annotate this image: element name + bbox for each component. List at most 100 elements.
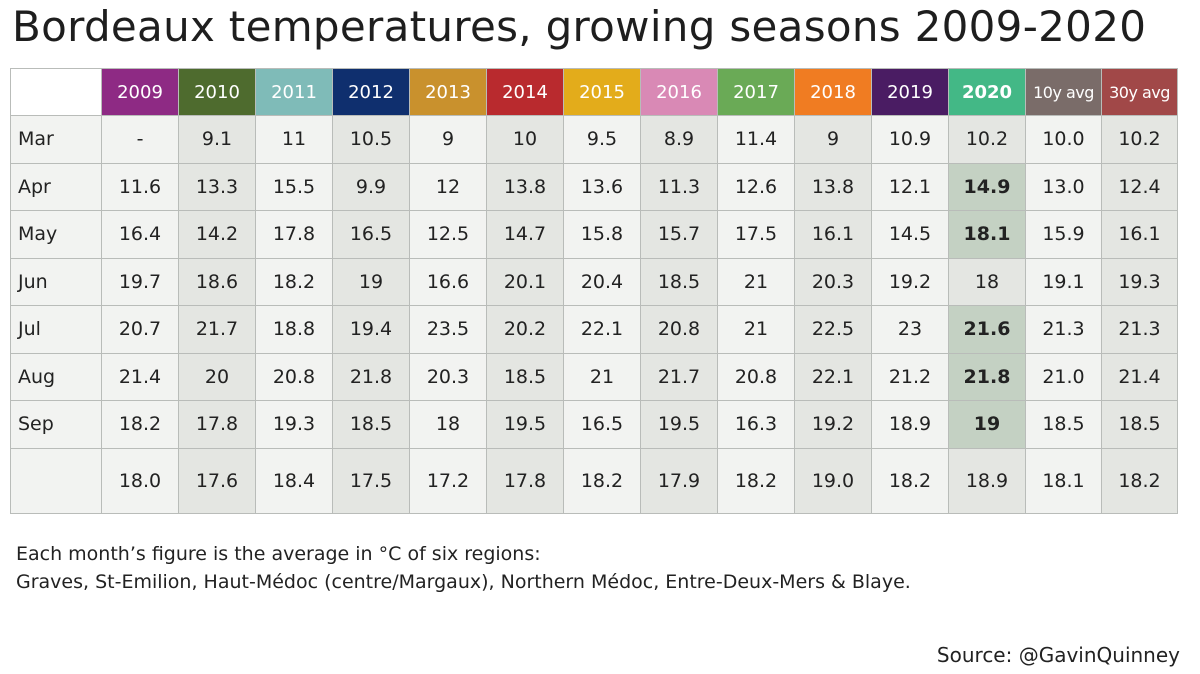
table-cell: 21 (717, 257, 795, 306)
table-cell: 18.2 (563, 447, 641, 514)
table-cell: 8.9 (640, 115, 718, 164)
table-cell: 18.9 (948, 447, 1026, 514)
table-cell: 16.3 (717, 400, 795, 449)
table-cell: 10.0 (1025, 115, 1102, 164)
row-label: Jul (10, 305, 102, 354)
table-cell: 19.5 (640, 400, 718, 449)
row-label: May (10, 210, 102, 259)
footnote-line-1: Each month’s figure is the average in °C… (16, 543, 541, 565)
table-cell: 17.8 (255, 210, 333, 259)
table-cell: 22.1 (563, 305, 641, 354)
footnote: Each month’s figure is the average in °C… (16, 540, 911, 596)
table-cell: 9 (794, 115, 872, 164)
row-label: Aug (10, 352, 102, 401)
table-cell: 21.3 (1025, 305, 1102, 354)
table-cell: 22.5 (794, 305, 872, 354)
table-cell: 10.2 (948, 115, 1026, 164)
table-cell: 21.7 (640, 352, 718, 401)
table-cell: 12.4 (1101, 162, 1178, 211)
season-average-row: 18.0 17.6 18.4 17.5 17.2 17.8 18.2 17.9 18.2 19.0… (10, 447, 1178, 514)
table-cell: 21.6 (948, 305, 1026, 354)
table-cell: 9 (409, 115, 487, 164)
table-cell: 9.9 (332, 162, 410, 211)
table-cell: 18.5 (332, 400, 410, 449)
table-cell: 14.7 (486, 210, 564, 259)
table-cell: 13.6 (563, 162, 641, 211)
table-cell: 21.0 (1025, 352, 1102, 401)
source-credit: Source: @GavinQuinney (936, 643, 1180, 667)
table-cell: 12 (409, 162, 487, 211)
table-cell: 19 (332, 257, 410, 306)
table-cell: 11.6 (101, 162, 179, 211)
table-cell: 20.1 (486, 257, 564, 306)
table-cell: 22.1 (794, 352, 872, 401)
table-cell: 17.2 (409, 447, 487, 514)
row-label: Sep (10, 400, 102, 449)
table-cell: 18 (409, 400, 487, 449)
table-cell: 20.8 (717, 352, 795, 401)
table-cell: 11.3 (640, 162, 718, 211)
column-header: 2018 (794, 68, 872, 116)
column-header: 10y avg (1025, 68, 1102, 116)
table-cell: 19.0 (794, 447, 872, 514)
table-cell: 16.6 (409, 257, 487, 306)
table-cell: 21 (563, 352, 641, 401)
column-header: 30y avg (1101, 68, 1178, 116)
table-cell: 10.5 (332, 115, 410, 164)
table-cell: 10.2 (1101, 115, 1178, 164)
row-label: Jun (10, 257, 102, 306)
row-label: Apr (10, 162, 102, 211)
table-cell: 16.5 (563, 400, 641, 449)
table-cell: 15.7 (640, 210, 718, 259)
table-cell: 18.2 (101, 400, 179, 449)
column-header: 2016 (640, 68, 718, 116)
table-cell: 21.2 (871, 352, 949, 401)
table-cell: 9.1 (178, 115, 256, 164)
table-cell: 20.7 (101, 305, 179, 354)
column-header: 2015 (563, 68, 641, 116)
table-cell: 12.6 (717, 162, 795, 211)
table-cell: 14.2 (178, 210, 256, 259)
table-cell: 18.6 (178, 257, 256, 306)
table-cell: 20.3 (409, 352, 487, 401)
table-cell: 18.4 (255, 447, 333, 514)
table-cell: 21.7 (178, 305, 256, 354)
table-cell: 16.1 (1101, 210, 1178, 259)
table-cell: 18.1 (1025, 447, 1102, 514)
table-cell: 18.5 (486, 352, 564, 401)
table-row: Mar -9.1 11 10.5 9 10 9.5 8.9 11.4 9 10.9 10.2 10.0 1… (10, 115, 1178, 164)
table-cell: 12.1 (871, 162, 949, 211)
table-cell: 19.3 (1101, 257, 1178, 306)
table-cell: 9.5 (563, 115, 641, 164)
table-cell: 21.4 (1101, 352, 1178, 401)
footnote-line-2: Graves, St-Emilion, Haut-Médoc (centre/M… (16, 571, 911, 593)
table-cell: 18.2 (871, 447, 949, 514)
table-cell: 17.8 (486, 447, 564, 514)
table-cell: 20.8 (255, 352, 333, 401)
table-cell: 19.2 (794, 400, 872, 449)
table-cell: 21.8 (332, 352, 410, 401)
table-cell: 18.5 (1101, 400, 1178, 449)
column-header: 2011 (255, 68, 333, 116)
table-cell: 20.4 (563, 257, 641, 306)
table-cell: 19.2 (871, 257, 949, 306)
column-header: 2017 (717, 68, 795, 116)
table-cell: 19.1 (1025, 257, 1102, 306)
table-cell: 13.8 (794, 162, 872, 211)
chart-title: Bordeaux temperatures, growing seasons 2… (12, 2, 1147, 51)
table-cell: 18.2 (255, 257, 333, 306)
table-cell: 16.1 (794, 210, 872, 259)
table-cell: 11.4 (717, 115, 795, 164)
table-cell: 13.3 (178, 162, 256, 211)
table-cell: 18.5 (1025, 400, 1102, 449)
table-cell: 19 (948, 400, 1026, 449)
table-cell: 21.3 (1101, 305, 1178, 354)
column-header: 2014 (486, 68, 564, 116)
table-cell: 12.5 (409, 210, 487, 259)
table-cell: 17.5 (332, 447, 410, 514)
column-header: 2012 (332, 68, 410, 116)
table-cell: 18.8 (255, 305, 333, 354)
table-cell: 23.5 (409, 305, 487, 354)
table-row: Jul 20.7 21.7 18.8 19.4 23.5 20.2 22.1 20.8 21 22.… (10, 305, 1178, 354)
table-row: Apr 11.6 13.3 15.5 9.9 12 13.8 13.6 11.3 12.6 13.8… (10, 162, 1178, 211)
